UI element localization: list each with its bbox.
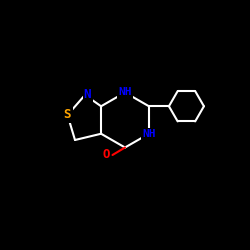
Text: NH: NH: [142, 129, 156, 139]
Text: NH: NH: [118, 88, 132, 98]
Text: S: S: [64, 108, 71, 122]
Text: N: N: [84, 88, 91, 102]
Text: O: O: [102, 148, 110, 162]
